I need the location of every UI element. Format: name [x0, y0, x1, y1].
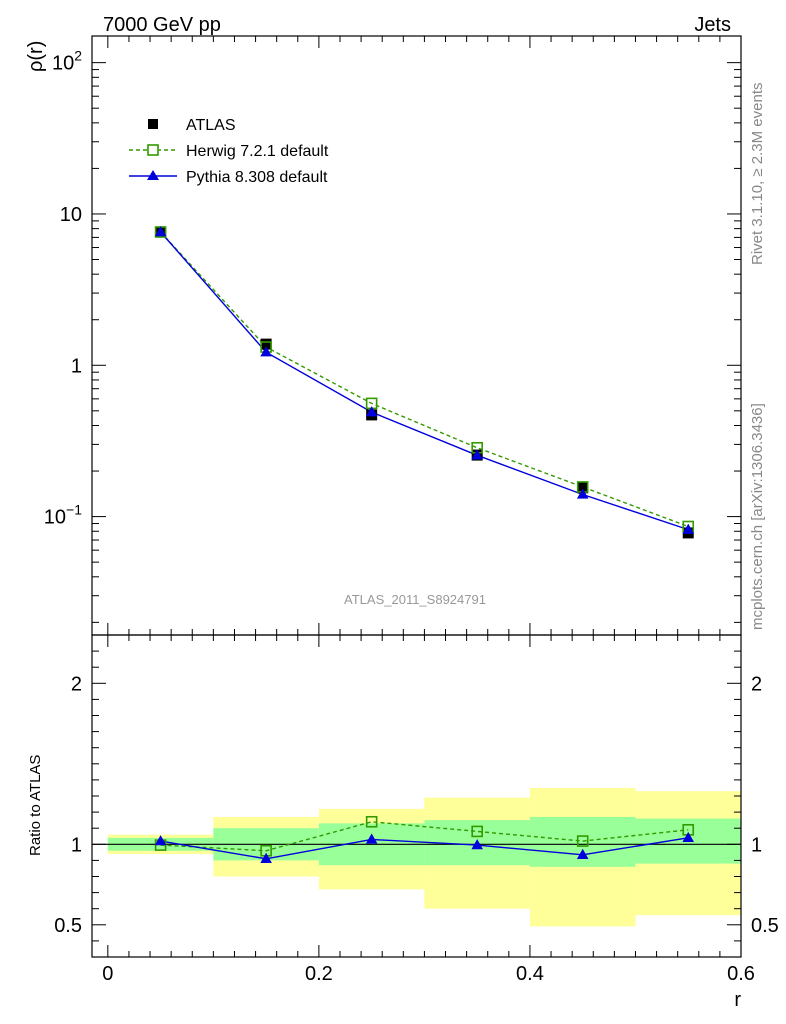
herwig-point [471, 825, 483, 838]
pythia-point [365, 406, 378, 417]
main-y-axis-label: ρ(r) [25, 41, 47, 72]
y-tick-label: 10−1 [44, 502, 82, 529]
herwig-point [365, 815, 378, 828]
legend-marker-pythia [147, 170, 159, 180]
pythia-point [471, 839, 483, 850]
x-tick-label: 0.4 [516, 963, 544, 985]
pythia-point [365, 833, 378, 844]
y-tick-label: 1 [71, 355, 82, 377]
pythia-point [260, 852, 272, 863]
pythia-point [576, 488, 589, 499]
herwig-point [576, 835, 589, 847]
pythia-point [154, 835, 167, 846]
pythia-point [154, 225, 167, 237]
x-tick-label: 0.2 [305, 963, 333, 985]
legend: ATLAS Herwig 7.2.1 default Pythia 8.308 de… [129, 117, 329, 186]
pythia-point [576, 848, 589, 859]
series-markers [154, 225, 695, 863]
legend-entry-label: Herwig 7.2.1 default [186, 143, 329, 160]
mcplots-label: mcplots.cern.ch [arXiv:1306.3436] [749, 403, 766, 630]
x-tick-label: 0 [102, 963, 113, 985]
atlas-point [577, 482, 589, 494]
ratio-y-axis-label: Ratio to ATLAS [27, 755, 44, 856]
y-tick-label: 10 [60, 204, 82, 226]
ratio-y-tick-label: 0.5 [54, 915, 82, 937]
legend-marker-atlas [148, 119, 158, 129]
pythia-point [682, 523, 695, 534]
rivet-label: Rivet 3.1.10, ≥ 2.3M events [749, 83, 766, 266]
ratio-series-line [160, 821, 689, 852]
pythia-point [682, 831, 695, 843]
ratio-y-tick-label: 1 [751, 834, 762, 856]
series-lines [160, 231, 689, 860]
ratio-y-tick-label: 2 [71, 673, 82, 695]
band-inner [529, 816, 636, 867]
legend-entry-label: ATLAS [186, 117, 236, 134]
ratio-series-line [160, 837, 689, 860]
y-tick-label: 102 [52, 48, 82, 75]
analysis-label: ATLAS_2011_S8924791 [344, 592, 486, 607]
pythia-point [471, 449, 483, 460]
main-series-line [160, 231, 689, 528]
legend-marker-herwig [147, 144, 159, 156]
main-series-line [160, 231, 689, 531]
x-tick-label: 0.6 [727, 963, 755, 985]
x-axis-label: r [734, 989, 741, 1011]
uncertainty-bands [107, 787, 741, 927]
ratio-y-tick-label: 1 [71, 834, 82, 856]
legend-entry-label: Pythia 8.308 default [186, 169, 328, 186]
header-process-label: Jets [694, 14, 731, 36]
header-energy-label: 7000 GeV pp [103, 14, 221, 36]
ratio-y-tick-label: 2 [751, 673, 762, 695]
atlas-point [260, 338, 272, 350]
ratio-y-tick-label: 0.5 [751, 915, 779, 937]
pythia-point [260, 346, 272, 357]
axis-ticks: 0 0.2 0.4 0.6 10−1 1 10 102 0.5 0.5 1 1 2 2 [44, 36, 779, 985]
